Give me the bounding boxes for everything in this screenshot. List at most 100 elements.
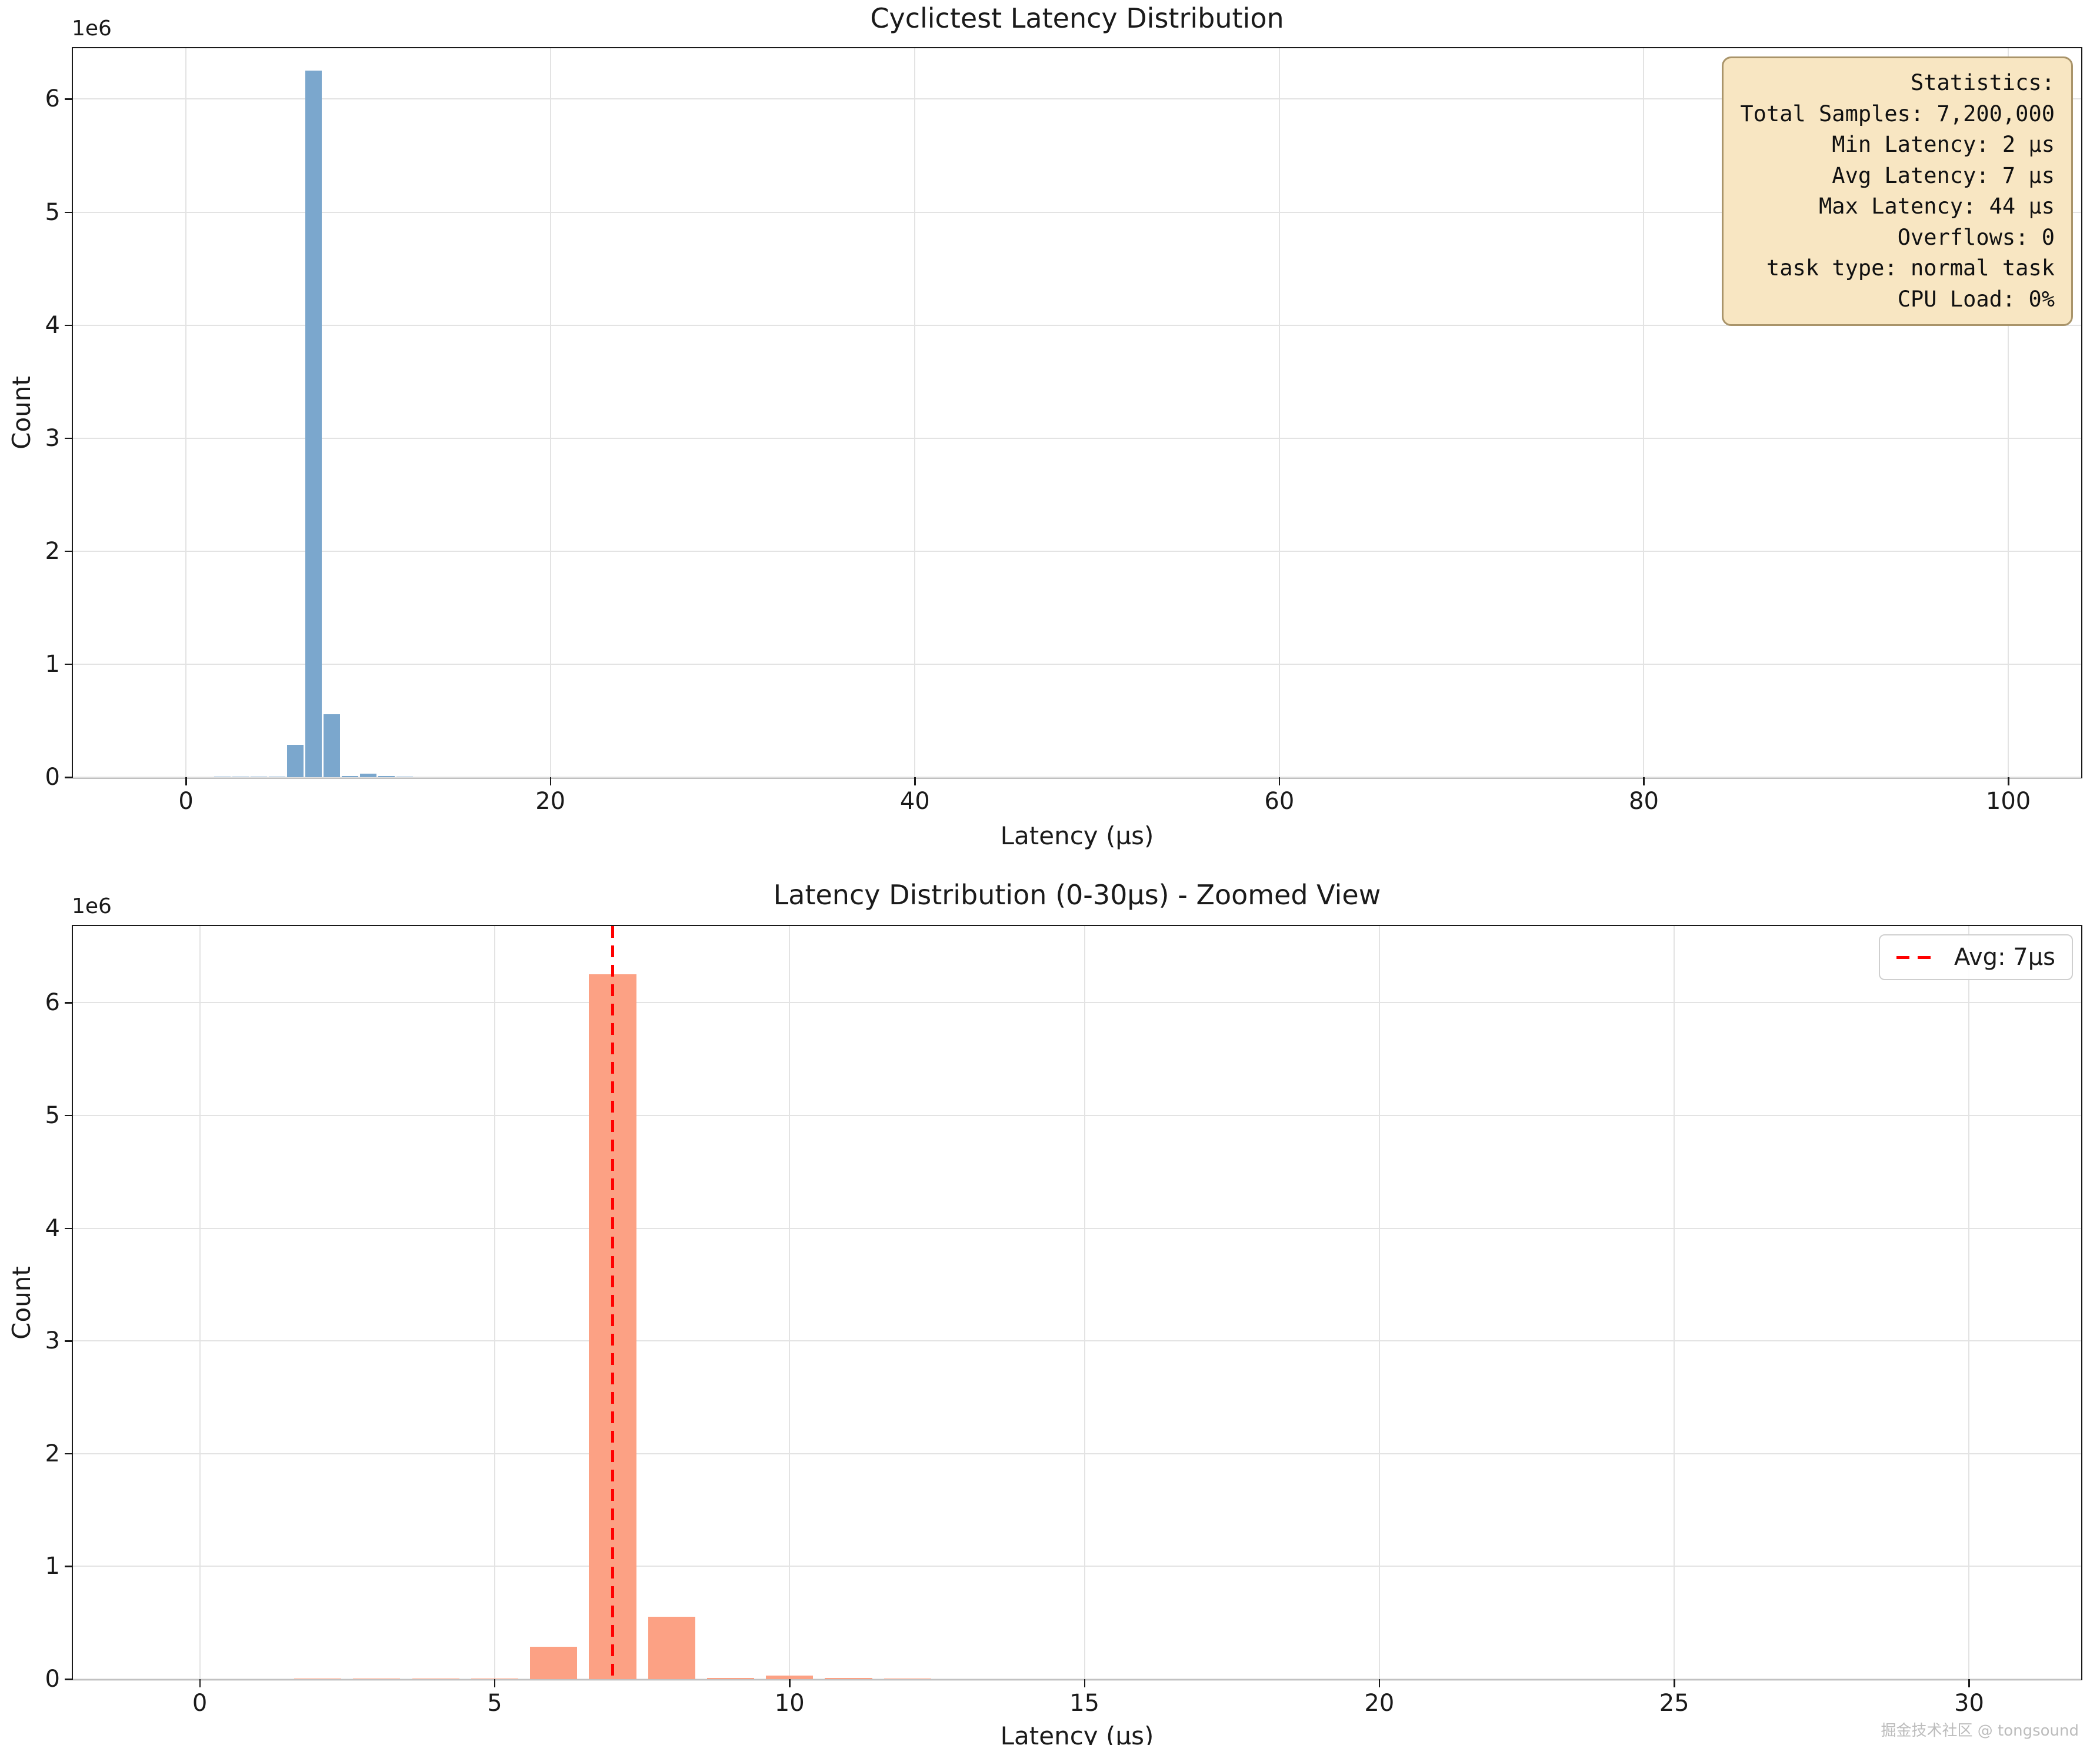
x-tick-mark (914, 777, 916, 785)
x-tick-label: 25 (1659, 1690, 1689, 1717)
y-tick-mark (65, 1566, 73, 1567)
y-tick-mark (65, 324, 73, 327)
y-gridline (73, 1340, 2081, 1342)
bottom-y-axis-label-box: Count (0, 925, 42, 1680)
bottom-y-axis-label: Count (6, 1266, 36, 1340)
top-y-axis-label-box: Count (0, 47, 42, 778)
y-tick-mark (65, 663, 73, 665)
legend: Avg: 7µs (1878, 934, 2073, 980)
y-tick-label: 0 (45, 764, 60, 791)
y-tick-mark (65, 98, 73, 100)
x-tick-mark (494, 1679, 496, 1687)
histogram-bar (341, 776, 358, 777)
x-gridline (1674, 926, 1675, 1679)
histogram-bar (471, 1678, 518, 1679)
y-tick-mark (65, 777, 73, 778)
y-tick-label: 2 (45, 1440, 60, 1467)
y-tick-label: 5 (45, 1101, 60, 1129)
histogram-bar (825, 1677, 872, 1679)
x-tick-mark (549, 777, 552, 785)
y-tick-mark (65, 550, 73, 552)
histogram-bar (353, 1678, 401, 1679)
x-tick-mark (1674, 1679, 1675, 1687)
y-gridline (73, 663, 2081, 665)
statistics-box: Statistics: Total Samples: 7,200,000 Min… (1722, 56, 2073, 327)
y-gridline (73, 1114, 2081, 1116)
top-chart-title: Cyclictest Latency Distribution (870, 2, 1284, 34)
histogram-bar (530, 1647, 578, 1679)
histogram-bar (706, 1678, 755, 1679)
x-tick-label: 40 (899, 788, 930, 815)
top-plot-area: Statistics: Total Samples: 7,200,000 Min… (45, 47, 2082, 815)
x-tick-label: 0 (178, 788, 194, 815)
y-tick-label: 2 (45, 537, 60, 565)
histogram-bar (323, 714, 340, 777)
x-gridline (494, 926, 495, 1679)
x-tick-mark (1084, 1679, 1086, 1687)
x-tick-label: 20 (1364, 1690, 1395, 1717)
x-gridline (1084, 926, 1085, 1679)
y-tick-mark (65, 437, 73, 439)
x-gridline (1378, 926, 1380, 1679)
stats-line: CPU Load: 0% (1897, 286, 2055, 312)
top-x-axis-label: Latency (µs) (1000, 821, 1154, 850)
y-tick-mark (65, 1227, 73, 1230)
y-tick-mark (65, 1340, 73, 1342)
stats-line: Max Latency: 44 µs (1819, 194, 2055, 219)
y-gridline (73, 211, 2081, 213)
x-tick-mark (789, 1679, 791, 1687)
histogram-bar (359, 774, 376, 777)
x-gridline (2008, 48, 2009, 777)
x-tick-mark (1278, 777, 1281, 785)
histogram-bar (287, 745, 304, 777)
y-tick-label: 3 (45, 1327, 60, 1355)
x-tick-label: 15 (1069, 1690, 1099, 1717)
x-tick-mark (199, 1679, 201, 1687)
y-gridline (73, 1566, 2081, 1567)
x-tick-label: 60 (1264, 788, 1295, 815)
y-tick-mark (65, 1114, 73, 1117)
y-tick-mark (65, 1453, 73, 1455)
x-gridline (1968, 926, 1970, 1679)
top-y-axis-label: Count (6, 376, 36, 449)
x-gridline (549, 48, 551, 777)
x-gridline (914, 48, 916, 777)
x-tick-label: 10 (774, 1690, 805, 1717)
y-tick-label: 6 (45, 85, 60, 113)
x-tick-mark (1643, 777, 1645, 785)
y-gridline (73, 437, 2081, 439)
histogram-bar (766, 1676, 814, 1679)
y-gridline (73, 1227, 2081, 1229)
x-gridline (185, 48, 187, 777)
x-tick-label: 30 (1954, 1690, 1984, 1717)
x-tick-label: 80 (1629, 788, 1659, 815)
histogram-bar (305, 71, 322, 777)
bottom-plot-area: Avg: 7µs 0 1 2 3 4 5 6 0 5 10 15 20 25 30 (45, 925, 2082, 1717)
watermark: 掘金技术社区 @ tongsound (1881, 1722, 2079, 1740)
y-tick-label: 4 (45, 1214, 60, 1242)
histogram-bar (214, 776, 231, 777)
x-tick-mark (2008, 777, 2009, 785)
histogram-bar (648, 1616, 695, 1679)
stats-line: Statistics: (1910, 70, 2055, 95)
bottom-chart-title: Latency Distribution (0-30µs) - Zoomed V… (773, 879, 1381, 911)
x-tick-mark (1968, 1679, 1970, 1687)
histogram-bar (294, 1678, 342, 1679)
avg-line-legend-swatch (1896, 955, 1939, 959)
histogram-bar (378, 775, 395, 777)
x-tick-label: 5 (487, 1690, 502, 1717)
y-tick-label: 1 (45, 650, 60, 678)
histogram-bar (269, 776, 285, 777)
y-tick-label: 1 (45, 1553, 60, 1580)
bottom-x-axis-label: Latency (µs) (1000, 1721, 1154, 1745)
y-gridline (73, 550, 2081, 552)
y-gridline (73, 1453, 2081, 1454)
y-tick-mark (65, 1002, 73, 1004)
stats-line: Total Samples: 7,200,000 (1740, 101, 2055, 126)
y-gridline (73, 777, 2081, 778)
legend-label: Avg: 7µs (1954, 944, 2055, 971)
stats-line: task type: normal task (1766, 255, 2055, 281)
x-tick-mark (1378, 1679, 1381, 1687)
x-tick-label: 100 (1985, 788, 2031, 815)
top-y-offset-label: 1e6 (72, 16, 112, 41)
